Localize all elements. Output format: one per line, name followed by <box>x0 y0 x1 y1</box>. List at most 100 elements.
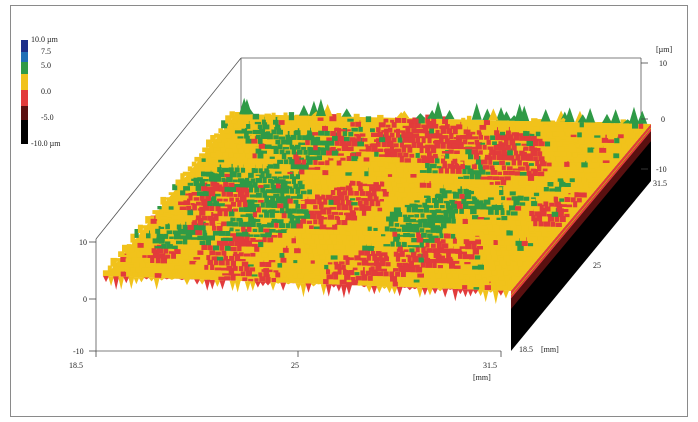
surface-cell <box>174 247 181 254</box>
surface-cell <box>340 199 345 206</box>
surface-cell <box>260 187 266 193</box>
surface-cell <box>517 174 522 181</box>
surface-cell <box>176 255 182 259</box>
surface-cell <box>341 156 348 166</box>
surface-cell <box>522 162 529 166</box>
surface-cell <box>252 243 258 247</box>
surface-cell <box>481 186 487 195</box>
surface-front-edge <box>452 288 459 302</box>
surface-cell <box>193 168 199 172</box>
surface-cell <box>136 251 141 258</box>
surface-cell <box>132 238 138 248</box>
surface-cell <box>303 236 308 244</box>
surface-cell <box>289 214 295 224</box>
surface-cell <box>504 176 511 181</box>
surface-cell <box>234 153 240 158</box>
surface-cell <box>487 185 492 195</box>
surface-cell <box>440 142 446 149</box>
surface-cell <box>445 121 450 129</box>
surface-cell <box>498 257 504 261</box>
surface-cell <box>207 242 213 251</box>
surface-front-edge <box>411 287 418 290</box>
surface-cell <box>364 236 371 241</box>
surface-cell <box>472 247 479 255</box>
surface-cell <box>306 156 313 165</box>
surface-cell <box>475 190 481 195</box>
surface-cell <box>341 249 347 255</box>
surface-cell <box>309 225 314 229</box>
surface-cell <box>468 265 475 275</box>
surface-cell <box>201 158 206 162</box>
surface-front-edge <box>138 277 145 283</box>
surface-peak <box>540 109 551 122</box>
surface-cell <box>569 178 575 183</box>
surface-cell <box>367 118 374 128</box>
surface-cell <box>459 246 466 249</box>
surface-cell <box>430 145 437 154</box>
surface-cell <box>269 168 276 174</box>
surface-cell <box>373 247 380 251</box>
surface-cell <box>122 244 129 253</box>
surface-cell <box>242 249 249 252</box>
surface-cell <box>301 218 307 224</box>
surface-cell <box>410 265 416 273</box>
surface-cell <box>515 191 522 196</box>
surface-cell <box>273 160 280 169</box>
surface-cell <box>581 124 586 133</box>
surface-cell <box>421 285 427 288</box>
surface-cell <box>416 129 423 134</box>
z-right-tick-1: 0 <box>661 115 665 124</box>
surface-cell <box>339 139 347 146</box>
surface-cell <box>377 207 383 212</box>
surface-cell <box>458 161 464 164</box>
surface-cell <box>250 205 257 213</box>
surface-cell <box>625 121 633 129</box>
surface-cell <box>368 243 375 251</box>
surface-cell <box>415 246 420 253</box>
surface-cell <box>317 251 324 255</box>
surface-cell <box>418 219 423 228</box>
surface-cell <box>295 233 300 239</box>
surface-cell <box>583 179 589 188</box>
surface-cell <box>264 140 269 144</box>
surface-cell <box>571 197 576 203</box>
surface-cell <box>414 170 421 173</box>
surface-cell <box>157 260 163 269</box>
surface-cell <box>218 228 226 236</box>
surface-cell <box>261 269 268 272</box>
surface-cell <box>603 140 610 148</box>
surface-cell <box>254 121 262 125</box>
surface-cell <box>289 158 295 165</box>
surface-cell <box>471 196 476 200</box>
surface-cell <box>357 283 364 286</box>
surface-cell <box>110 257 117 267</box>
surface-cell <box>452 260 460 264</box>
surface-cell <box>215 160 220 168</box>
surface-cell <box>489 245 494 250</box>
surface-cell <box>565 148 570 152</box>
surface-cell <box>162 263 169 269</box>
surface-cell <box>391 164 397 172</box>
surface-cell <box>395 253 401 262</box>
surface-cell <box>310 214 317 220</box>
surface-cell <box>526 137 534 146</box>
surface-cell <box>460 231 466 234</box>
surface-cell <box>419 239 424 248</box>
surface-cell <box>185 193 192 196</box>
surface-front-edge <box>219 280 226 290</box>
surface-cell <box>524 228 530 236</box>
surface-front-edge <box>184 279 190 286</box>
surface-cell <box>382 208 389 212</box>
surface-cell <box>308 167 315 170</box>
surface-peak <box>496 107 507 121</box>
surface-cell <box>149 269 155 278</box>
surface-cell <box>406 162 413 168</box>
surface-cell <box>349 210 356 216</box>
surface-cell <box>333 271 339 280</box>
surface-cell <box>232 146 238 153</box>
surface-cell <box>292 176 296 184</box>
surface-cell <box>199 153 204 157</box>
surface-cell <box>228 152 234 158</box>
surface-cell <box>235 197 240 202</box>
surface-cell <box>596 135 602 143</box>
